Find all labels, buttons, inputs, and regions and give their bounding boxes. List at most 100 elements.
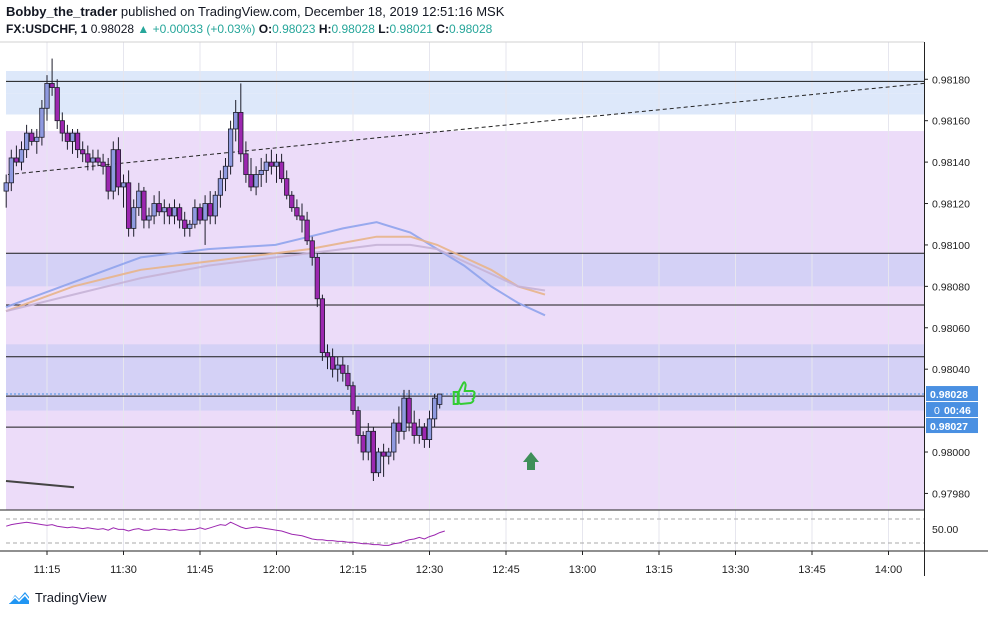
x-tick-label: 11:30 bbox=[110, 564, 137, 576]
candle bbox=[375, 451, 382, 474]
candle bbox=[115, 149, 121, 188]
candle bbox=[365, 430, 371, 453]
candle bbox=[380, 451, 387, 457]
candle bbox=[294, 207, 300, 217]
candle bbox=[182, 219, 188, 229]
y-tick-label: 0.98180 bbox=[932, 74, 970, 86]
candle bbox=[406, 397, 412, 424]
candle bbox=[29, 132, 35, 142]
candle bbox=[105, 165, 111, 192]
x-tick-label: 13:45 bbox=[798, 564, 826, 576]
x-tick-label: 11:45 bbox=[187, 564, 214, 576]
candle bbox=[59, 120, 65, 134]
candle bbox=[263, 161, 269, 171]
brand-text[interactable]: TradingView bbox=[35, 590, 107, 605]
candle bbox=[187, 223, 193, 229]
moving-average-blue bbox=[5, 221, 546, 317]
candle bbox=[80, 149, 86, 155]
candle bbox=[69, 132, 76, 142]
y-tick-label: 0.98000 bbox=[932, 447, 970, 459]
candle bbox=[335, 364, 341, 370]
candle bbox=[110, 149, 116, 192]
last-price-badge-text: 0.98028 bbox=[930, 389, 968, 401]
candle bbox=[329, 356, 336, 370]
candle bbox=[273, 161, 280, 167]
candle bbox=[309, 240, 315, 258]
x-tick-label: 12:15 bbox=[339, 564, 367, 576]
candle bbox=[166, 207, 172, 217]
candle bbox=[54, 87, 60, 122]
candle bbox=[202, 203, 208, 221]
x-tick-label: 12:30 bbox=[416, 564, 444, 576]
candle bbox=[131, 207, 137, 229]
price-badge-2 bbox=[926, 418, 978, 434]
trendline-1[interactable] bbox=[5, 480, 75, 489]
candle bbox=[176, 207, 183, 221]
candle bbox=[18, 149, 25, 163]
candle bbox=[319, 298, 326, 354]
candle bbox=[238, 112, 244, 155]
close-value: 0.98028 bbox=[448, 22, 493, 36]
candle bbox=[3, 182, 9, 192]
candle bbox=[39, 107, 45, 138]
low-value: 0.98021 bbox=[389, 22, 433, 36]
y-tick-label: 0.98080 bbox=[932, 281, 970, 293]
candle bbox=[401, 397, 407, 432]
candle bbox=[75, 132, 81, 151]
up-arrow-icon bbox=[523, 452, 539, 470]
candle bbox=[8, 157, 14, 184]
candle bbox=[212, 194, 218, 217]
candle bbox=[141, 190, 147, 221]
x-tick-label: 12:00 bbox=[263, 564, 291, 576]
candle bbox=[299, 215, 305, 221]
footer: TradingView bbox=[8, 590, 107, 605]
change-text: ▲ +0.00033 (+0.03%) bbox=[137, 22, 256, 36]
candle bbox=[222, 165, 229, 180]
candle bbox=[350, 385, 356, 412]
x-tick-label: 14:00 bbox=[875, 564, 903, 576]
high-value: 0.98028 bbox=[331, 22, 375, 36]
candle bbox=[431, 397, 438, 420]
candle bbox=[227, 128, 234, 167]
candle bbox=[416, 426, 422, 436]
close-label: C: bbox=[436, 22, 449, 36]
candle bbox=[207, 203, 213, 217]
candle bbox=[85, 153, 91, 163]
zone-1 bbox=[6, 93, 924, 115]
candle bbox=[49, 83, 55, 88]
y-tick-label: 0.98100 bbox=[932, 240, 970, 252]
candle bbox=[437, 393, 443, 405]
y-tick-label: 0.98120 bbox=[932, 199, 970, 211]
ohlc-line: FX:USDCHF, 1 0.98028 ▲ +0.00033 (+0.03%)… bbox=[6, 20, 906, 38]
candle bbox=[426, 418, 433, 440]
moving-average-orange bbox=[5, 235, 546, 313]
moving-average-grey bbox=[5, 243, 546, 313]
symbol-label[interactable]: FX:USDCHF, 1 bbox=[6, 22, 88, 36]
thumb-shape bbox=[452, 381, 476, 406]
candle bbox=[396, 422, 402, 432]
published-text: published on TradingView.com, December 1… bbox=[120, 4, 505, 19]
candle bbox=[161, 207, 167, 213]
candle bbox=[64, 132, 70, 142]
y-tick-label: 0.98060 bbox=[932, 323, 970, 335]
thumbs-up-icon bbox=[452, 381, 476, 406]
candle bbox=[13, 157, 19, 163]
candle bbox=[278, 161, 285, 180]
candle bbox=[233, 112, 239, 130]
candle bbox=[421, 426, 428, 440]
candle bbox=[120, 182, 127, 188]
candle bbox=[95, 157, 101, 163]
author-name[interactable]: Bobby_the_trader bbox=[6, 4, 118, 19]
candle bbox=[324, 352, 331, 358]
candle bbox=[391, 422, 397, 453]
candle bbox=[258, 169, 264, 175]
candles-group bbox=[3, 58, 443, 482]
candle bbox=[248, 174, 254, 188]
candle bbox=[253, 174, 259, 188]
candle bbox=[304, 219, 310, 242]
candle bbox=[192, 207, 198, 225]
y-tick-label: 0.97980 bbox=[932, 488, 970, 500]
x-tick-label: 13:00 bbox=[569, 564, 597, 576]
tradingview-logo-icon[interactable] bbox=[8, 591, 30, 605]
